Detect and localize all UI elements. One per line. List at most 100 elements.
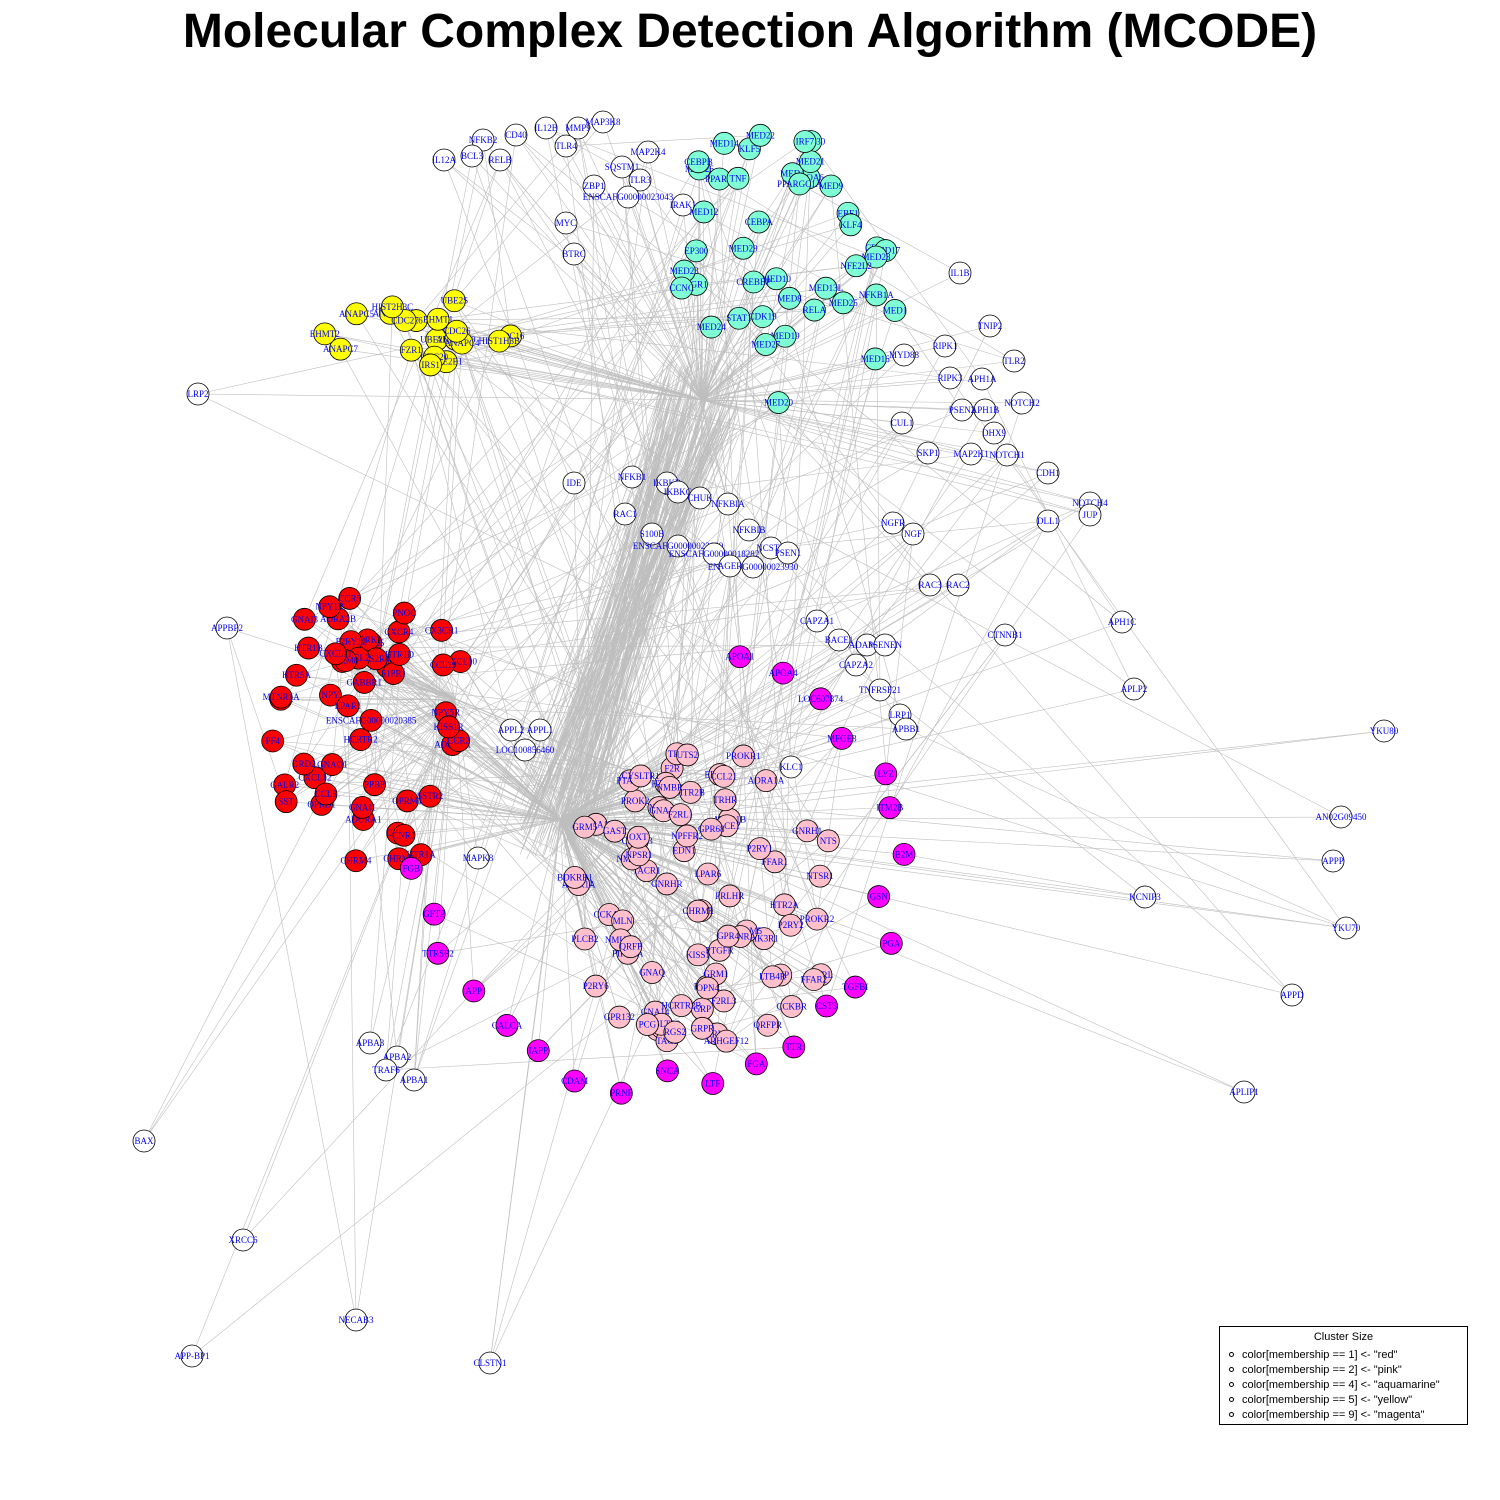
node-label: APBB1 [892, 724, 920, 734]
edge [799, 183, 961, 274]
node-white: LOC100856460 [496, 738, 555, 762]
edge [370, 720, 561, 821]
node-circle [1232, 1080, 1256, 1104]
node-pink: PROKR2 [800, 907, 835, 931]
node-label: EGR1 [685, 279, 708, 289]
node-red: MTNR1A [263, 685, 301, 709]
edge [350, 340, 500, 642]
node-label: ENSCAFG00000023639 [633, 541, 724, 551]
node-white: APLP2 [1121, 677, 1147, 701]
node-white: RAC1 [613, 502, 637, 526]
node-label: DLL1 [1037, 516, 1059, 526]
node-circle [741, 555, 765, 579]
node-pink: GNRHR [651, 872, 683, 896]
edge [404, 320, 1342, 818]
node-label: PF4 [265, 736, 280, 746]
node-magenta: LYZ [874, 762, 898, 786]
node-label: NFKB2 [469, 135, 498, 145]
node-label: LTF [705, 1079, 720, 1089]
node-label: IKBKB [653, 478, 681, 488]
node-circle [676, 743, 699, 767]
node-pink: CHRM1 [682, 899, 714, 923]
node-pink: PCG [636, 1013, 659, 1036]
edge [590, 392, 677, 839]
node-pink: CCKBR [776, 995, 807, 1018]
edge [415, 127, 579, 321]
node-circle [1036, 509, 1060, 533]
node-circle [562, 242, 586, 266]
node-aqua: MED27 [751, 333, 781, 356]
node-circle [132, 1129, 156, 1153]
node-label: NFKB1 [618, 472, 647, 482]
node-white: RIPK3 [937, 366, 963, 390]
node-white: YKU70 [1332, 916, 1361, 940]
node-circle [890, 411, 914, 435]
node-label: APH1B [971, 405, 1000, 415]
node-label: CHRM1 [682, 906, 713, 916]
node-circle [591, 110, 615, 134]
node-aqua: MED16 [861, 347, 890, 371]
node-label: NFE2L2 [840, 261, 872, 271]
node-circle [881, 511, 905, 535]
node-white: APH1C [1108, 610, 1136, 634]
node-label: NOTCH1 [989, 450, 1025, 460]
node-label: NGFR [881, 518, 905, 528]
node-white: NOTCH2 [1004, 391, 1040, 415]
node-circle [573, 815, 597, 839]
edge [510, 335, 703, 401]
node-label: MAP2K4 [630, 147, 666, 157]
edge [701, 399, 729, 505]
node-label: GPR132 [604, 1012, 635, 1022]
node-pink: FFAR2 [801, 968, 827, 991]
node-magenta: MFGE8 [827, 727, 857, 750]
node-circle [629, 764, 653, 788]
node-circle [663, 1020, 687, 1044]
edge [340, 348, 703, 401]
edge [340, 348, 718, 1035]
node-circle [640, 961, 664, 984]
node-white: MYC [554, 211, 578, 235]
node-magenta: APP [462, 979, 486, 1003]
node-magenta: CDAM [561, 1069, 588, 1093]
node-circle [609, 1081, 633, 1105]
edge [489, 151, 649, 1364]
node-yellow: CDC26 [443, 319, 471, 343]
node-circle [1372, 719, 1396, 743]
node-circle [844, 653, 868, 677]
node-label: S1PR1 [381, 669, 406, 679]
node-label: MTNR1A [263, 692, 301, 702]
node-pink: PLCB2 [571, 927, 598, 951]
edge [981, 378, 1135, 690]
edge [647, 327, 712, 1025]
node-label: TRAF6 [372, 1065, 400, 1075]
node-white: AGER [718, 554, 742, 578]
node-circle [607, 1005, 631, 1029]
edge [413, 148, 750, 1081]
edge [482, 139, 511, 336]
edge [711, 326, 1293, 996]
node-white: MAP2K1 [953, 442, 989, 466]
node-white: MAP3K8 [585, 110, 621, 134]
legend-label: color[membership == 2] <- "pink" [1242, 1363, 1402, 1376]
edge [634, 250, 886, 802]
node-label: GAST [603, 826, 627, 836]
edge [280, 698, 456, 701]
node-circle [805, 907, 829, 931]
node-circle [754, 333, 778, 356]
node-pink: GPR132 [604, 1005, 635, 1029]
node-label: PROK2 [621, 796, 650, 806]
node-label: HTR1D [385, 649, 415, 659]
node-aqua: MED20 [764, 391, 794, 414]
node-circle [613, 502, 637, 526]
node-white: KLC1 [779, 755, 803, 779]
edge [489, 910, 702, 1364]
node-label: PROKR2 [800, 914, 835, 924]
node-circle [892, 343, 916, 367]
node-circle [374, 1058, 398, 1082]
node-label: PIK3R1 [749, 934, 779, 944]
node-circle [737, 518, 761, 542]
edge [520, 409, 727, 800]
node-label: ANAPC5 [339, 309, 375, 319]
edge [454, 121, 604, 301]
